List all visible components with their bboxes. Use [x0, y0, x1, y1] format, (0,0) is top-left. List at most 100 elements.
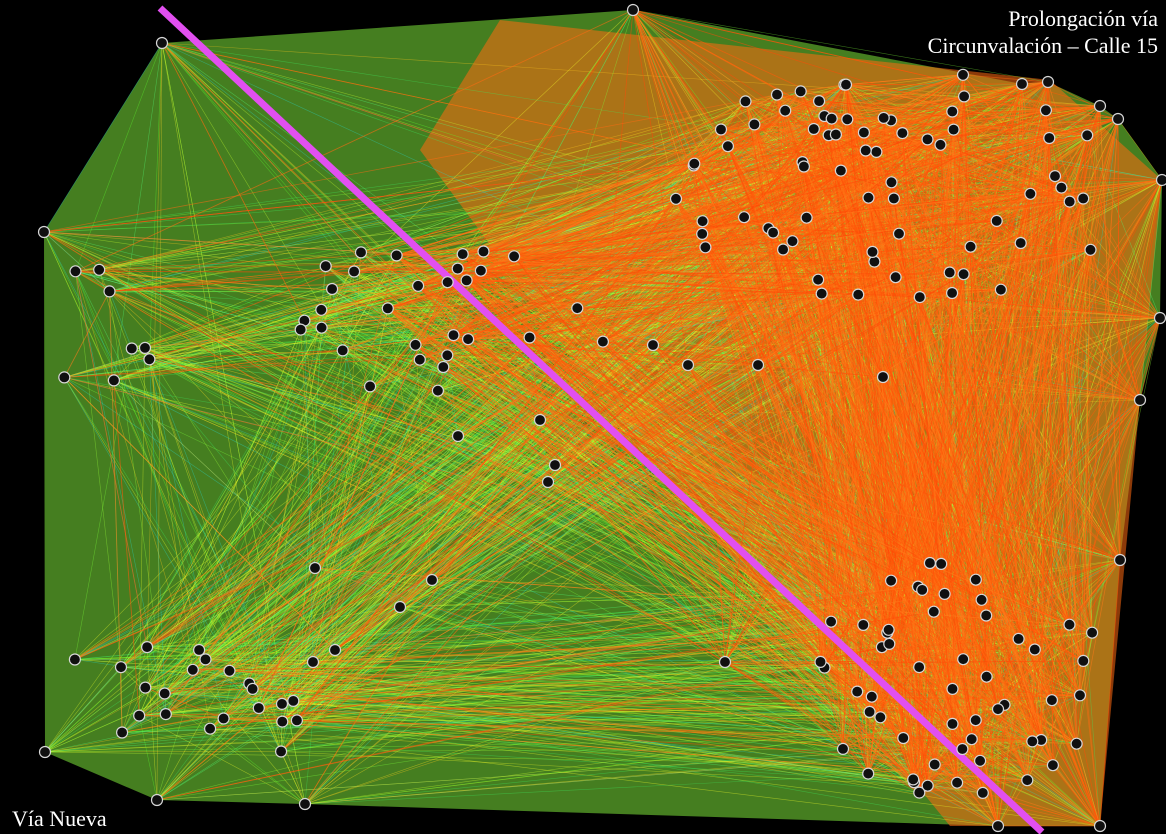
graph-edge: [314, 386, 371, 569]
graph-edge: [113, 42, 163, 381]
graph-edge: [156, 721, 283, 801]
graph-edge: [821, 293, 1036, 650]
graph-edge: [258, 270, 482, 709]
graph-edge: [121, 647, 148, 733]
graph-edge: [996, 220, 1028, 781]
graph-edge: [43, 42, 163, 233]
graph-edge: [963, 179, 1163, 275]
graph-edge: [457, 118, 1119, 269]
graph-edge: [1051, 179, 1163, 701]
graph-edge: [138, 9, 634, 716]
graph-edge: [44, 751, 935, 765]
graph-edge: [192, 309, 322, 670]
graph-edge: [161, 42, 703, 235]
graph-edge: [940, 144, 1022, 244]
graph-edge: [652, 221, 703, 346]
graph-edge: [149, 359, 914, 780]
graph-edge: [304, 748, 844, 805]
graph-edge: [1031, 135, 1088, 742]
graph-edge: [1139, 179, 1163, 401]
graph-edge: [334, 233, 703, 651]
graph-edge: [146, 309, 322, 648]
graph-edge: [281, 419, 541, 705]
graph-edge: [962, 74, 1093, 633]
graph-edge: [43, 231, 283, 705]
graph-edge: [940, 179, 1163, 565]
graph-edge: [399, 606, 881, 718]
graph-edge: [632, 9, 1049, 83]
graph-edge: [138, 270, 482, 716]
graph-edge: [462, 139, 928, 255]
graph-edge: [296, 266, 326, 721]
graph-edge: [164, 9, 634, 694]
graph-edge: [223, 718, 920, 793]
graph-edge: [249, 344, 416, 684]
graph-edge: [1047, 81, 1062, 188]
graph-edge: [149, 359, 194, 670]
graph-edge: [687, 293, 822, 366]
graph-edge: [156, 320, 305, 801]
graph-edge: [981, 317, 1161, 601]
graph-edge: [44, 751, 282, 753]
graph-edge: [109, 291, 388, 309]
graph-edge: [1004, 249, 1091, 705]
graph-edge: [205, 659, 953, 690]
graph-edge: [321, 327, 454, 336]
graph-edge: [109, 220, 997, 292]
graph-edge: [1021, 83, 1093, 633]
graph-edge: [868, 773, 1101, 827]
graph-edge: [138, 359, 421, 716]
graph-edge: [44, 737, 904, 753]
graph-edge: [720, 129, 842, 171]
graph-edge: [981, 559, 1121, 601]
graph-edge: [209, 728, 306, 805]
graph-edge: [64, 334, 454, 378]
graph-edge: [44, 344, 416, 753]
graph-edge: [867, 737, 904, 774]
graph-edge: [64, 359, 150, 378]
graph-edge: [44, 255, 397, 753]
graph-edge: [963, 96, 965, 275]
graph-edge: [962, 74, 987, 677]
graph-edge: [632, 9, 953, 690]
graph-edge: [820, 661, 953, 725]
graph-edge: [75, 271, 122, 668]
graph-edge: [602, 9, 634, 342]
graph-edge: [312, 661, 1028, 781]
graph-edge: [113, 380, 316, 569]
graph-edge: [75, 271, 448, 356]
graph-edge: [842, 748, 920, 793]
graph-edge: [120, 666, 870, 713]
graph-edge: [44, 285, 419, 753]
graph-edge: [314, 232, 774, 569]
graph-edge: [149, 359, 167, 715]
graph-edge: [223, 718, 282, 752]
graph-edge: [1079, 118, 1119, 696]
graph-edge: [161, 42, 355, 272]
graph-edge: [138, 329, 301, 716]
graph-edge: [675, 110, 786, 200]
graph-edge: [720, 105, 1101, 130]
graph-edge: [122, 728, 211, 733]
graph-edge: [895, 277, 1077, 744]
graph-edge: [156, 728, 211, 801]
graph-edge: [109, 291, 133, 349]
graph-edge: [1030, 193, 1101, 827]
graph-edge: [1069, 201, 1093, 633]
graph-edge: [113, 380, 316, 569]
graph-edge: [387, 308, 1161, 319]
graph-edge: [164, 661, 821, 694]
graph-edge: [122, 721, 283, 733]
graph-edge: [415, 344, 923, 591]
graph-edge: [934, 764, 1053, 766]
graph-edge: [64, 253, 463, 378]
graph-edge: [1018, 317, 1161, 640]
graph-edge: [131, 334, 454, 349]
graph-edge: [44, 100, 820, 753]
graph-edge: [1047, 81, 1119, 120]
graph-edge: [415, 344, 963, 750]
graph-edge: [223, 115, 825, 719]
graph-edge: [249, 288, 333, 684]
graph-edge: [282, 285, 419, 722]
graph-edge: [1069, 559, 1121, 625]
